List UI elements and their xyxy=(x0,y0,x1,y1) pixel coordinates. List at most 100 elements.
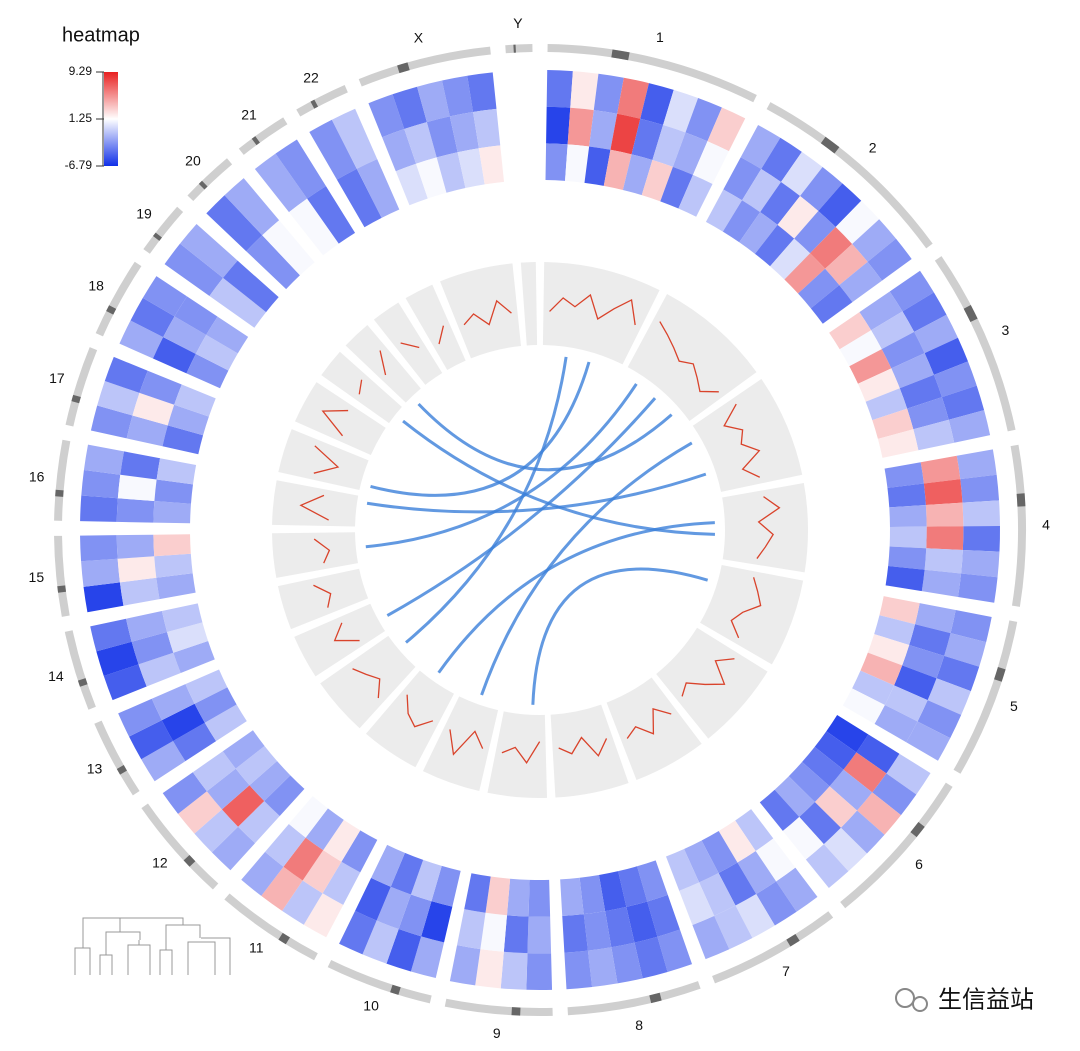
heatmap-cell xyxy=(794,210,836,254)
heatmap-cell xyxy=(254,153,308,213)
heatmap-cell xyxy=(933,361,977,398)
heatmap-cell xyxy=(119,577,160,606)
sector-label: 13 xyxy=(87,761,103,777)
heatmap-cell xyxy=(770,238,811,280)
heatmap-cell xyxy=(457,909,486,950)
line-track xyxy=(333,622,360,642)
heatmap-cell xyxy=(117,556,157,583)
ideogram-band xyxy=(55,489,64,497)
heatmap-cell xyxy=(825,244,868,286)
heatmap-cell xyxy=(909,624,951,656)
heatmap-cell xyxy=(852,219,896,262)
heatmap-cell xyxy=(774,776,815,817)
heatmap-cell xyxy=(309,119,357,180)
heatmap-cell xyxy=(961,549,1000,578)
heatmap-cell xyxy=(723,157,762,201)
line-track xyxy=(549,293,636,326)
heatmap-cell xyxy=(587,947,618,988)
heatmap-cell xyxy=(618,866,648,907)
heatmap-cell xyxy=(404,122,437,164)
heatmap-cell xyxy=(186,353,229,389)
heatmap-cell xyxy=(545,143,568,181)
heatmap-cell xyxy=(478,145,505,185)
ideogram xyxy=(64,630,96,710)
track-background xyxy=(272,532,358,578)
legend-title: heatmap xyxy=(62,24,140,46)
heatmap-cell xyxy=(83,582,124,613)
heatmap-cell xyxy=(195,334,238,371)
heatmap-cell xyxy=(927,678,971,715)
heatmap-cell xyxy=(888,546,927,570)
heatmap-cell xyxy=(362,920,399,964)
heatmap-cell xyxy=(81,558,120,587)
heatmap-cell xyxy=(857,368,900,402)
track-background xyxy=(606,677,702,781)
heatmap-cell xyxy=(222,730,265,769)
heatmap-cell xyxy=(241,851,284,896)
heatmap-cell xyxy=(826,714,869,753)
heatmap-cell xyxy=(899,374,942,409)
heatmap-cell xyxy=(283,837,324,881)
heatmap-cell xyxy=(962,525,1001,552)
heatmap-cell xyxy=(96,641,139,676)
heatmap-cell xyxy=(371,844,405,887)
track-background xyxy=(277,568,369,630)
heatmap-cell xyxy=(622,154,653,196)
link xyxy=(480,441,693,696)
sector-label: X xyxy=(414,30,424,46)
heatmap-cell xyxy=(839,261,883,303)
heatmap-cell xyxy=(802,746,844,787)
heatmap-cell xyxy=(857,792,901,835)
sector-label: 7 xyxy=(782,963,790,979)
ideogram xyxy=(712,911,834,984)
heatmap-cell xyxy=(141,741,186,782)
heatmap-cell xyxy=(206,195,263,252)
heatmap-cell xyxy=(117,474,157,502)
heatmap-cell xyxy=(718,862,757,906)
line-track xyxy=(313,584,332,608)
ideogram-band xyxy=(106,305,117,315)
heatmap-cell xyxy=(480,912,507,952)
heatmap-cell xyxy=(958,573,998,603)
sector-label: 22 xyxy=(303,69,319,85)
heatmap-cell xyxy=(756,881,797,926)
heatmap-cell xyxy=(829,769,873,811)
heatmap-cell xyxy=(139,370,182,405)
heatmap-cell xyxy=(885,565,925,592)
ideogram xyxy=(567,981,701,1016)
heatmap-cell xyxy=(80,535,118,562)
heatmap-cell xyxy=(881,331,925,369)
ideogram-band xyxy=(198,180,208,190)
heatmap-cell xyxy=(410,859,442,902)
ideogram xyxy=(141,803,219,890)
legend-tick-label: -6.79 xyxy=(65,158,93,172)
heatmap-cell xyxy=(261,866,303,911)
heatmap-cell xyxy=(368,94,405,138)
heatmap-cell xyxy=(390,852,424,895)
sector-label: 21 xyxy=(241,107,257,123)
heatmap-cell xyxy=(162,425,204,455)
heatmap-cell xyxy=(755,838,796,882)
heatmap-cell xyxy=(829,312,872,350)
track-background xyxy=(422,696,499,792)
heatmap-cell xyxy=(737,850,777,895)
track-background xyxy=(373,302,443,385)
heatmap-cell xyxy=(249,761,291,802)
heatmap-cell xyxy=(194,809,239,853)
heatmap-cell xyxy=(760,181,801,225)
heatmap-cell xyxy=(917,700,962,739)
ideogram-band xyxy=(116,765,127,775)
ideogram-band xyxy=(71,394,81,404)
track-background xyxy=(278,429,369,490)
ideogram xyxy=(143,206,184,254)
heatmap-cell xyxy=(275,139,326,199)
heatmap-cell xyxy=(473,108,501,149)
heatmap-cell xyxy=(739,212,778,254)
heatmap-cell xyxy=(605,906,635,948)
heatmap-cell xyxy=(626,901,658,943)
heatmap-cell xyxy=(560,877,584,917)
heatmap-cell xyxy=(386,929,422,972)
heatmap-cell xyxy=(506,878,530,917)
ideogram-band xyxy=(910,822,925,838)
